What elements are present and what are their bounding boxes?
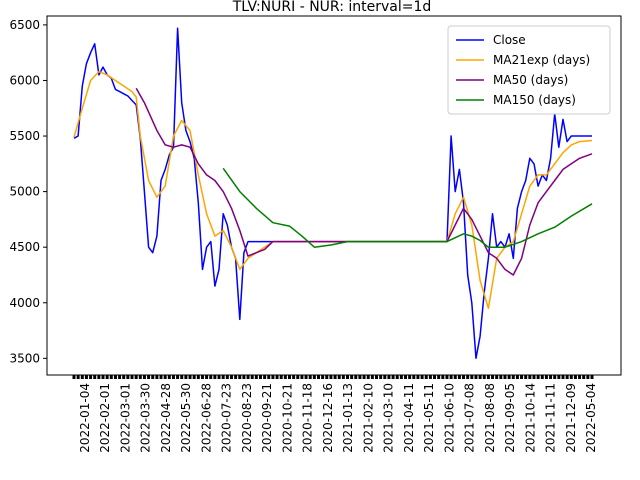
x-tick-label-19: 2021-07-08	[463, 383, 477, 453]
plot-lines	[73, 27, 593, 360]
y-tick-label-4: 5500	[9, 129, 40, 143]
y-tick-label-2: 4500	[9, 240, 40, 254]
x-tick-label-8: 2020-08-23	[240, 383, 254, 453]
x-tick-label-22: 2021-10-14	[523, 383, 537, 453]
y-tick-label-0: 3500	[9, 351, 40, 365]
x-tick-label-24: 2021-12-09	[564, 383, 578, 453]
x-tick-label-17: 2021-05-11	[422, 383, 436, 453]
y-tick-label-1: 4000	[9, 296, 40, 310]
x-tick-label-21: 2021-09-05	[503, 383, 517, 453]
x-tick-label-5: 2022-05-30	[179, 383, 193, 453]
x-tick-label-25: 2022-05-04	[584, 383, 598, 453]
x-axis: 2022-01-04 2022-02-01 2022-03-01 2022-03-30…	[72, 375, 598, 453]
chart-title: TLV:NURI - NUR: interval=1d	[232, 0, 432, 15]
series-line-3	[222, 167, 593, 248]
x-tick-label-20: 2021-08-08	[483, 383, 497, 453]
legend-label-0: Close	[493, 33, 526, 47]
x-tick-label-18: 2021-06-10	[442, 383, 456, 453]
series-line-1	[73, 70, 593, 310]
y-tick-label-3: 5000	[9, 185, 40, 199]
y-axis: 3500 4000 4500 5000 5500 6000 6500	[9, 18, 47, 365]
x-tick-label-4: 2022-04-28	[159, 383, 173, 453]
legend-box	[447, 25, 611, 115]
legend: Close MA21exp (days) MA50 (days) MA150 (day…	[447, 25, 611, 115]
x-tick-label-13: 2021-01-13	[341, 383, 355, 453]
x-tick-label-12: 2020-12-16	[321, 383, 335, 453]
x-tick-label-15: 2021-03-10	[382, 383, 396, 453]
legend-label-1: MA21exp (days)	[493, 53, 590, 67]
x-tick-label-2: 2022-03-01	[119, 383, 133, 453]
x-tick-label-1: 2022-02-01	[98, 383, 112, 453]
x-tick-label-3: 2022-03-30	[139, 383, 153, 453]
x-tick-label-9: 2020-09-21	[260, 383, 274, 453]
x-tick-label-7: 2020-07-23	[220, 383, 234, 453]
x-tick-label-0: 2022-01-04	[78, 383, 92, 453]
legend-label-2: MA50 (days)	[493, 73, 568, 87]
x-tick-label-6: 2022-06-28	[199, 383, 213, 453]
x-tick-label-16: 2021-04-11	[402, 383, 416, 453]
series-line-2	[135, 87, 593, 276]
x-tick-label-11: 2020-11-18	[301, 383, 315, 453]
legend-label-3: MA150 (days)	[493, 93, 576, 107]
x-tick-label-23: 2021-11-11	[544, 383, 558, 453]
x-tick-label-14: 2021-02-10	[361, 383, 375, 453]
y-tick-label-6: 6500	[9, 18, 40, 32]
x-tick-label-10: 2020-10-21	[280, 383, 294, 453]
y-tick-label-5: 6000	[9, 73, 40, 87]
